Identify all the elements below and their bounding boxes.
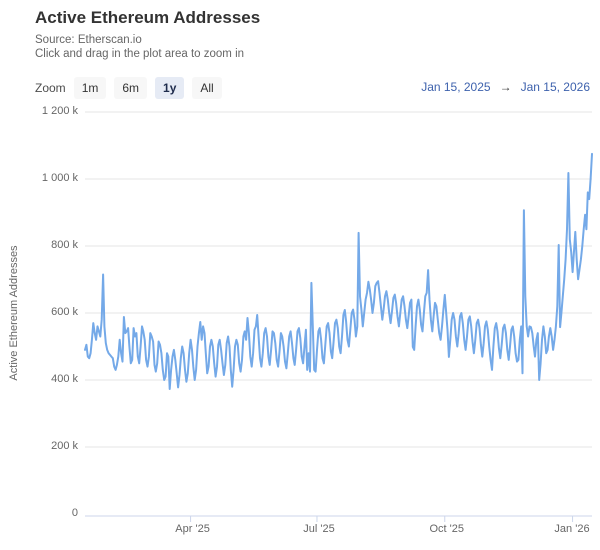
chart-title: Active Ethereum Addresses <box>35 8 261 27</box>
series-line-active-addresses <box>84 152 593 390</box>
y-axis-label: 400 k <box>51 373 78 385</box>
y-axis-label: 1 000 k <box>41 172 78 184</box>
range-selector-toolbar: Zoom 1m 6m 1y All <box>35 77 230 99</box>
y-axis-label: 1 200 k <box>41 105 78 117</box>
y-axis-label: 600 k <box>51 306 78 318</box>
x-axis-label: Apr '25 <box>175 523 210 535</box>
zoom-button-6m[interactable]: 6m <box>114 77 148 99</box>
x-axis-label: Jan '26 <box>554 523 590 535</box>
y-axis-label: 800 k <box>51 239 78 251</box>
zoom-label: Zoom <box>35 81 66 95</box>
chart-zoom-hint: Click and drag in the plot area to zoom … <box>35 48 245 60</box>
zoom-button-all[interactable]: All <box>192 77 222 99</box>
x-axis-label: Oct '25 <box>429 523 465 535</box>
zoom-button-1y[interactable]: 1y <box>155 77 185 99</box>
range-arrow-icon: → <box>499 80 512 94</box>
range-start-date[interactable]: Jan 15, 2025 <box>421 80 491 94</box>
plot-area[interactable] <box>85 112 592 514</box>
date-range: Jan 15, 2025 → Jan 15, 2026 <box>421 80 590 94</box>
y-axis-label: 0 <box>71 507 78 519</box>
chart-source: Source: Etherscan.io <box>35 34 142 46</box>
range-end-date[interactable]: Jan 15, 2026 <box>520 80 590 94</box>
y-axis-label: 200 k <box>51 440 78 452</box>
zoom-button-1m[interactable]: 1m <box>73 77 107 99</box>
x-axis-label: Jul '25 <box>303 523 335 535</box>
